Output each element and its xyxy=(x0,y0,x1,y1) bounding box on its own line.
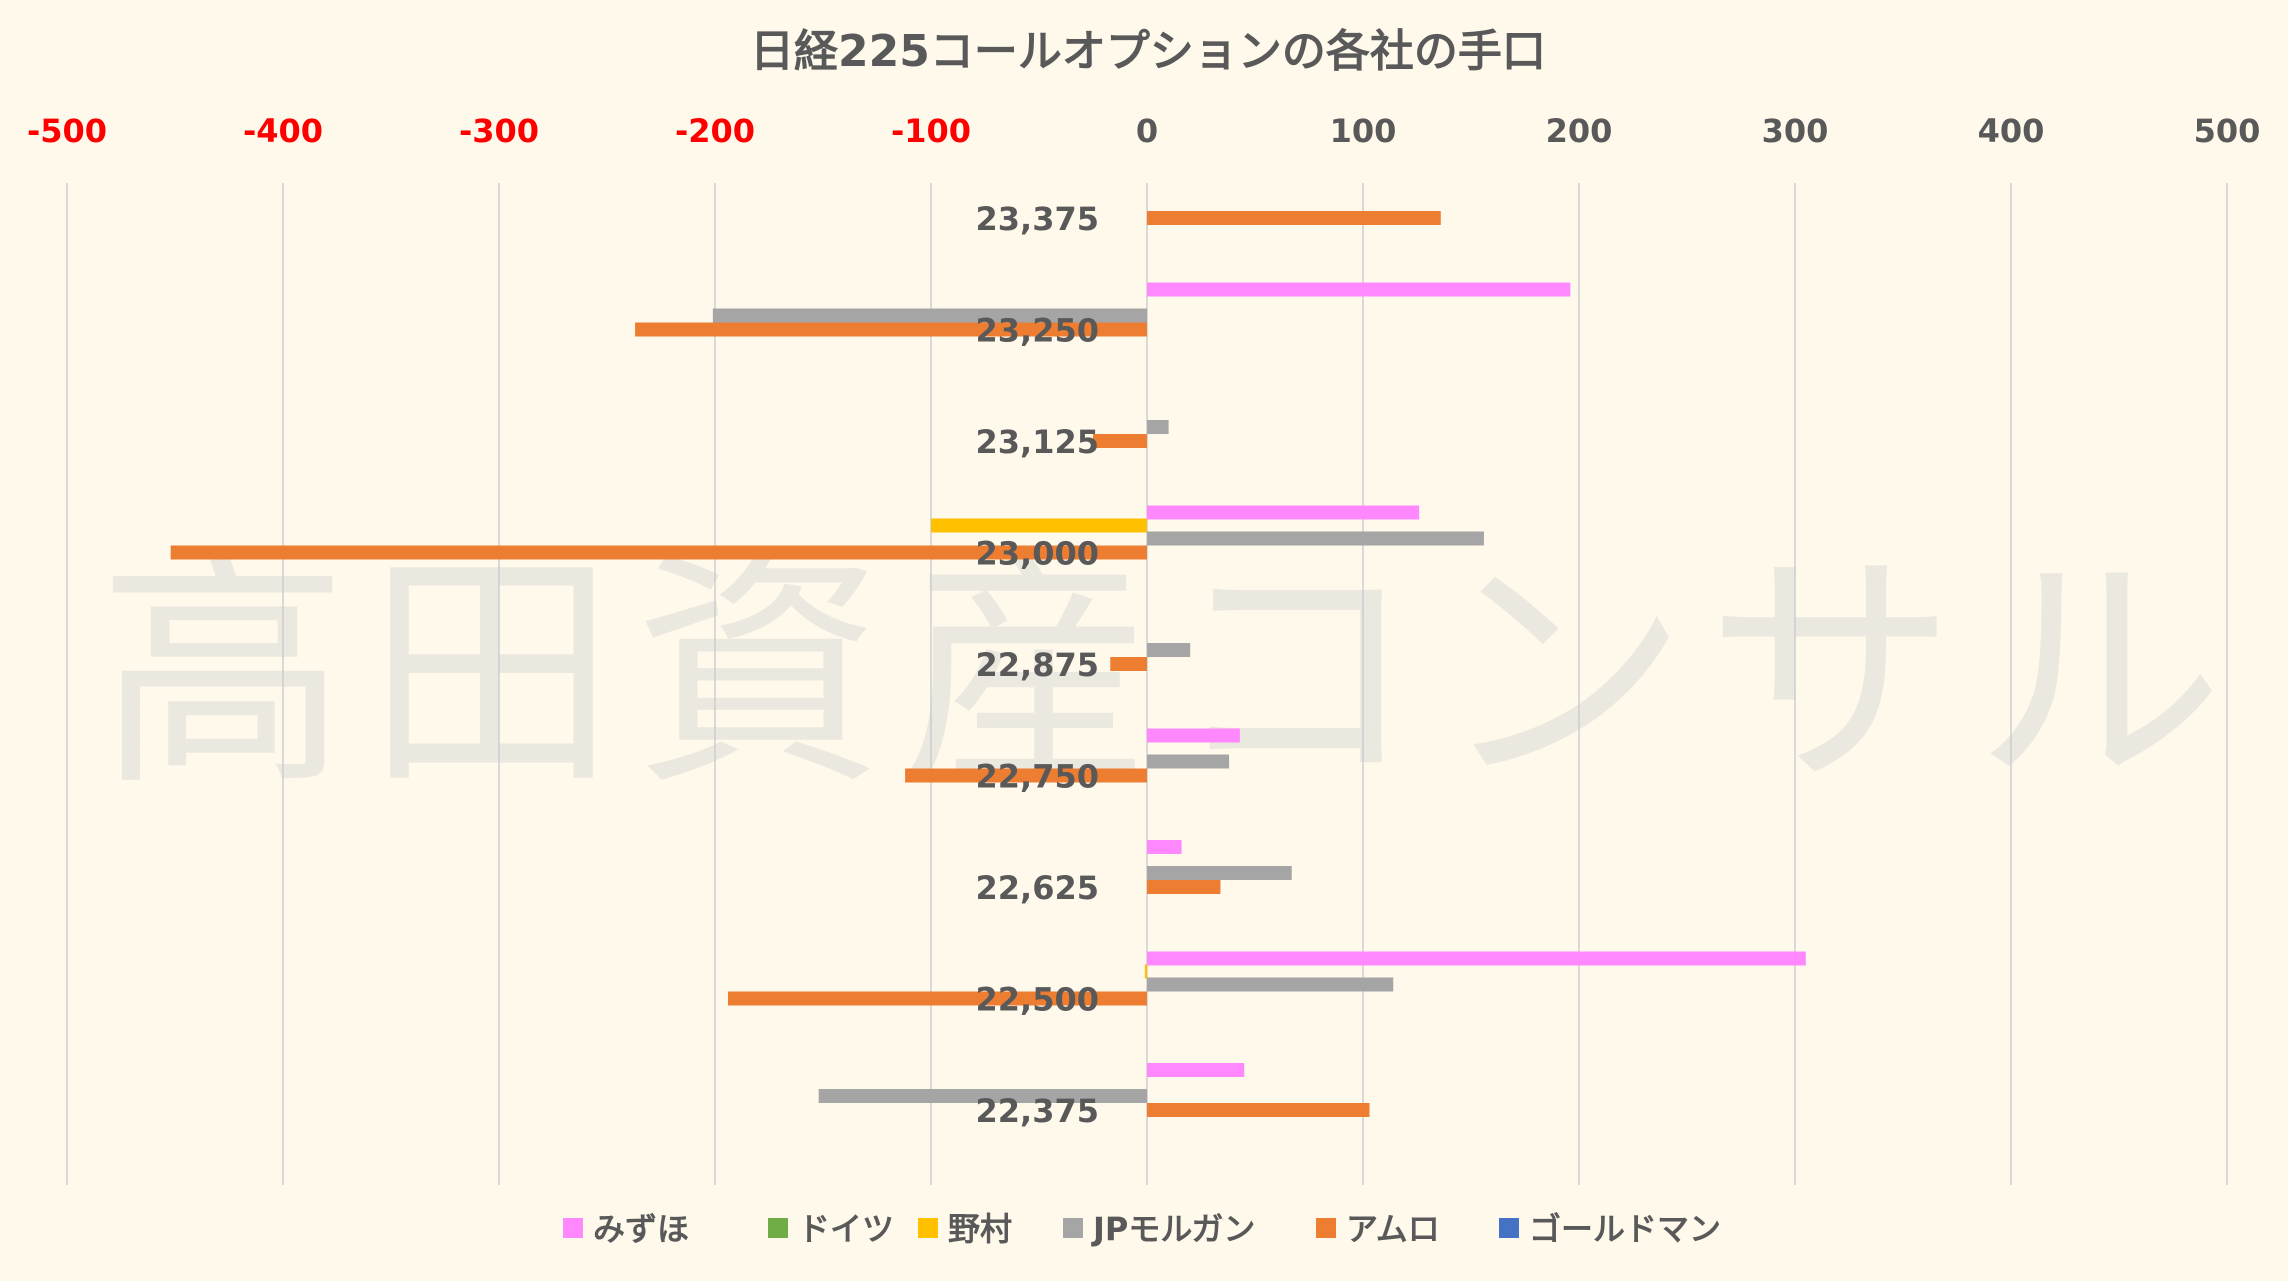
legend-label: ゴールドマン xyxy=(1529,1210,1721,1248)
category-label: 22,375 xyxy=(976,1092,1099,1130)
legend-label: JPモルガン xyxy=(1091,1210,1255,1248)
x-tick-label: 100 xyxy=(1330,112,1397,150)
legend-swatch xyxy=(1316,1218,1336,1238)
x-tick-label: 200 xyxy=(1546,112,1613,150)
x-axis-tick-labels: -500 -400 -300 -200 -100 0 100 200 300 400 500 xyxy=(27,112,2260,150)
bar xyxy=(1147,840,1182,854)
x-tick-label: -400 xyxy=(243,112,323,150)
legend-swatch xyxy=(1499,1218,1519,1238)
category-labels: 23,375 23,250 23,125 23,000 22,875 22,750 22,6… xyxy=(976,200,1099,1130)
bar xyxy=(931,518,1147,533)
bar xyxy=(1147,282,1571,297)
bar xyxy=(1147,1063,1245,1077)
legend-swatch xyxy=(918,1218,938,1238)
bar xyxy=(712,308,1147,323)
x-tick-label: -200 xyxy=(675,112,755,150)
bars xyxy=(170,211,1806,1117)
legend-label: ドイツ xyxy=(798,1210,894,1248)
legend-swatch xyxy=(563,1218,583,1238)
bar xyxy=(1144,964,1147,979)
x-tick-label: 0 xyxy=(1136,112,1158,150)
legend-label: みずほ xyxy=(593,1210,689,1248)
category-label: 22,875 xyxy=(976,646,1099,684)
category-label: 23,250 xyxy=(976,312,1099,350)
legend: みずほ ドイツ 野村 JPモルガン アムロ ゴールドマン xyxy=(563,1210,1721,1248)
x-tick-label: 300 xyxy=(1762,112,1829,150)
category-label: 23,125 xyxy=(976,423,1099,461)
x-tick-label: -500 xyxy=(27,112,107,150)
bar xyxy=(1147,531,1484,546)
bar xyxy=(1147,1103,1370,1117)
bar xyxy=(1147,866,1292,880)
chart-title: 日経225コールオプションの各社の手口 xyxy=(750,26,1546,77)
bar xyxy=(1147,754,1230,769)
category-label: 23,375 xyxy=(976,200,1099,238)
bar xyxy=(1147,977,1394,992)
category-label: 22,625 xyxy=(976,869,1099,907)
category-label: 22,750 xyxy=(976,758,1099,796)
bar xyxy=(818,1089,1147,1103)
category-label: 22,500 xyxy=(976,981,1099,1019)
bar xyxy=(1147,211,1441,225)
legend-label: アムロ xyxy=(1346,1210,1440,1248)
bar xyxy=(1147,643,1191,657)
bar xyxy=(1147,505,1420,520)
bar xyxy=(905,768,1147,783)
bar xyxy=(727,991,1147,1006)
bar xyxy=(170,545,1147,560)
legend-swatch xyxy=(768,1218,788,1238)
x-tick-label: -300 xyxy=(459,112,539,150)
bar xyxy=(1093,434,1147,448)
x-tick-label: 500 xyxy=(2194,112,2261,150)
bar xyxy=(1110,657,1147,671)
category-label: 23,000 xyxy=(976,535,1099,573)
bar xyxy=(1147,420,1169,434)
watermark: 高田資産コンサル xyxy=(98,528,2242,819)
legend-label: 野村 xyxy=(948,1210,1012,1248)
bar xyxy=(1147,880,1221,894)
grid-lines xyxy=(66,183,2228,1185)
bar xyxy=(1147,951,1806,966)
x-tick-label: -100 xyxy=(891,112,971,150)
bar xyxy=(1147,728,1240,743)
legend-swatch xyxy=(1063,1218,1083,1238)
x-tick-label: 400 xyxy=(1978,112,2045,150)
bar xyxy=(635,322,1147,337)
